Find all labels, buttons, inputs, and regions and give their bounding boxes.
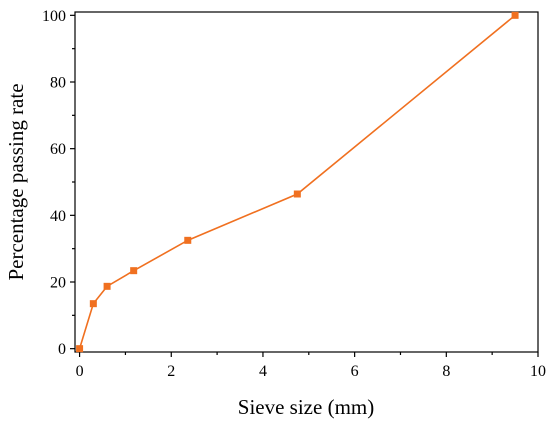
series-line [78, 14, 516, 349]
data-point [293, 190, 301, 198]
y-tick-label: 60 [50, 141, 66, 158]
y-tick-label: 0 [58, 341, 66, 358]
data-point [89, 300, 97, 308]
x-tick-label: 6 [351, 363, 359, 380]
axis-ticks [70, 14, 539, 357]
data-point [511, 11, 519, 19]
data-point [130, 267, 138, 275]
series-layer [76, 11, 519, 353]
y-axis-title: Percentage passing rate [4, 83, 28, 280]
y-tick-label: 100 [42, 8, 66, 25]
y-tick-label: 80 [50, 75, 66, 92]
x-tick-label: 8 [442, 363, 450, 380]
data-point [76, 345, 84, 353]
y-tick-label: 40 [50, 208, 66, 225]
y-tick-label: 20 [50, 275, 66, 292]
data-point [103, 282, 111, 290]
x-tick-label: 4 [259, 363, 267, 380]
x-tick-label: 10 [530, 363, 546, 380]
x-axis-title: Sieve size (mm) [238, 395, 374, 419]
data-point [184, 236, 192, 244]
plot-frame [74, 11, 539, 353]
x-tick-label: 0 [76, 363, 84, 380]
x-tick-label: 2 [167, 363, 175, 380]
